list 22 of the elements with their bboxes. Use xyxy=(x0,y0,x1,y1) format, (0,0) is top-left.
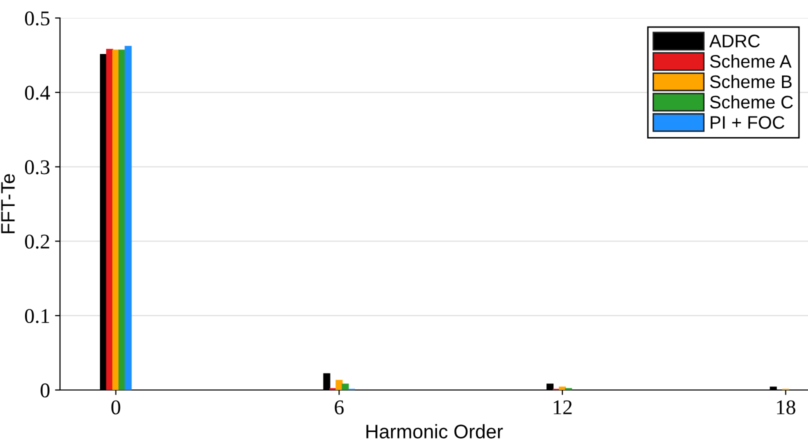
y-tick-label: 0.4 xyxy=(25,86,50,100)
bar xyxy=(106,48,114,390)
y-tick-label: 0.3 xyxy=(25,160,50,174)
y-tick-label: 0.5 xyxy=(25,11,50,26)
legend-label: ADRC xyxy=(709,34,760,48)
bar xyxy=(124,46,132,390)
bar xyxy=(558,386,566,390)
y-tick-label: 0.2 xyxy=(25,234,50,249)
x-tick-label: 12 xyxy=(554,400,572,414)
bar xyxy=(342,384,349,390)
x-tick-label: 6 xyxy=(334,400,344,414)
legend-label: PI + FOC xyxy=(710,116,784,129)
legend-label: Scheme A xyxy=(710,54,792,68)
x-tick-label: 0 xyxy=(111,400,120,414)
legend-label: Scheme C xyxy=(710,95,793,108)
y-axis-title: FFT-Te xyxy=(1,174,15,234)
legend-label: Scheme B xyxy=(710,74,792,88)
bar xyxy=(336,380,343,390)
x-axis-title: Harmonic Order xyxy=(366,424,503,438)
x-tick-label: 18 xyxy=(777,400,796,414)
y-tick-label: 0.1 xyxy=(25,308,50,324)
y-tick-label: 0 xyxy=(40,383,50,398)
